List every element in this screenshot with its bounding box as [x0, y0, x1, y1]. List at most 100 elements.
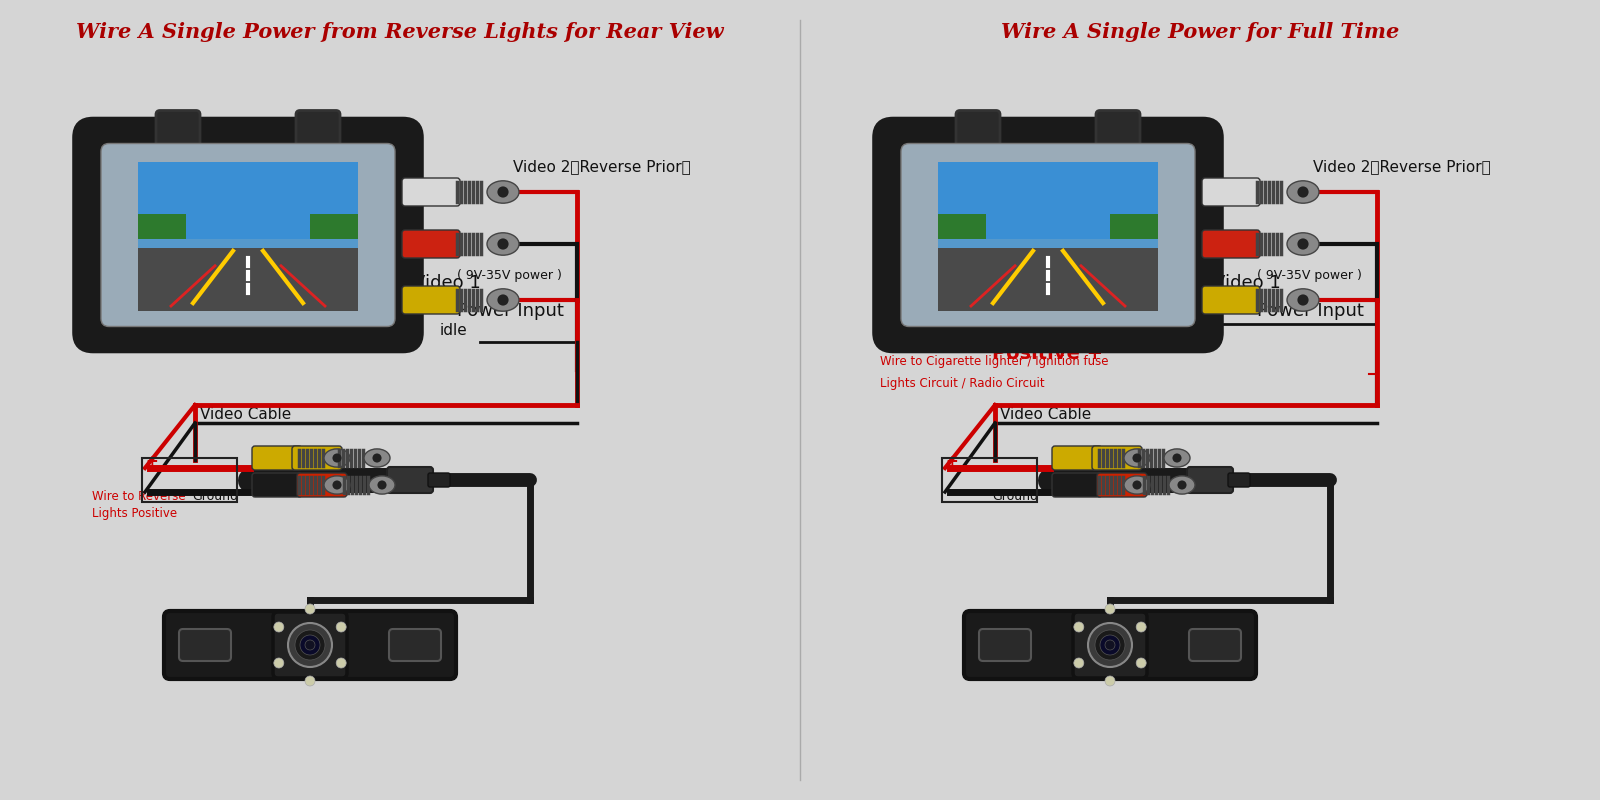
Ellipse shape — [323, 449, 350, 467]
Circle shape — [1101, 635, 1120, 655]
Bar — [1110, 214, 1158, 266]
FancyBboxPatch shape — [1202, 178, 1261, 206]
Circle shape — [301, 635, 320, 655]
Ellipse shape — [486, 289, 518, 311]
Circle shape — [1088, 623, 1133, 667]
Text: Video 1: Video 1 — [1213, 274, 1280, 292]
Ellipse shape — [1286, 233, 1318, 255]
FancyBboxPatch shape — [429, 473, 450, 487]
Text: ( 9V-35V power ): ( 9V-35V power ) — [458, 269, 562, 282]
Bar — [138, 239, 358, 248]
Bar — [138, 162, 358, 248]
Ellipse shape — [1286, 181, 1318, 203]
FancyBboxPatch shape — [157, 110, 200, 146]
FancyBboxPatch shape — [901, 143, 1195, 326]
Text: +: + — [146, 454, 158, 469]
Circle shape — [1094, 630, 1125, 660]
Ellipse shape — [498, 294, 509, 306]
Text: Wire A Single Power from Reverse Lights for Rear View: Wire A Single Power from Reverse Lights … — [77, 22, 723, 42]
FancyBboxPatch shape — [291, 446, 342, 470]
FancyBboxPatch shape — [298, 473, 347, 497]
Ellipse shape — [1165, 449, 1190, 467]
Ellipse shape — [486, 233, 518, 255]
Ellipse shape — [1123, 476, 1150, 494]
FancyBboxPatch shape — [979, 629, 1030, 661]
Circle shape — [1106, 676, 1115, 686]
FancyBboxPatch shape — [296, 110, 339, 146]
Text: Ground: Ground — [992, 490, 1038, 503]
Bar — [938, 214, 986, 266]
Ellipse shape — [1123, 449, 1150, 467]
Bar — [142, 458, 237, 502]
Text: Video 1: Video 1 — [413, 274, 480, 292]
Text: Power Input: Power Input — [458, 302, 563, 320]
Ellipse shape — [1173, 454, 1181, 462]
Bar — [138, 239, 358, 310]
FancyBboxPatch shape — [1096, 110, 1139, 146]
Ellipse shape — [378, 481, 387, 490]
Text: ground -: ground - — [1010, 300, 1086, 318]
FancyBboxPatch shape — [387, 467, 434, 493]
Circle shape — [1136, 622, 1146, 632]
Circle shape — [1074, 622, 1083, 632]
Circle shape — [306, 640, 315, 650]
Text: idle: idle — [440, 323, 467, 338]
Ellipse shape — [1298, 294, 1309, 306]
Circle shape — [288, 623, 333, 667]
Bar — [938, 239, 1158, 248]
Ellipse shape — [1298, 238, 1309, 250]
Ellipse shape — [1298, 186, 1309, 198]
Ellipse shape — [1170, 476, 1195, 494]
Ellipse shape — [333, 481, 341, 490]
Ellipse shape — [323, 476, 350, 494]
FancyBboxPatch shape — [165, 611, 456, 679]
Circle shape — [274, 622, 283, 632]
Ellipse shape — [365, 449, 390, 467]
FancyBboxPatch shape — [253, 473, 302, 497]
FancyBboxPatch shape — [1202, 230, 1261, 258]
Text: Video Cable: Video Cable — [1000, 407, 1091, 422]
Bar — [138, 214, 186, 266]
Circle shape — [336, 622, 346, 632]
FancyBboxPatch shape — [75, 119, 421, 350]
FancyBboxPatch shape — [1229, 473, 1250, 487]
Text: Ground: Ground — [192, 490, 238, 503]
FancyBboxPatch shape — [957, 110, 1000, 146]
FancyBboxPatch shape — [402, 178, 461, 206]
Text: Wire to Reverse
Lights Positive: Wire to Reverse Lights Positive — [93, 490, 186, 520]
Text: Video 2（Reverse Prior）: Video 2（Reverse Prior） — [514, 159, 691, 174]
Bar — [938, 162, 1158, 248]
Ellipse shape — [486, 181, 518, 203]
FancyBboxPatch shape — [875, 119, 1221, 350]
FancyBboxPatch shape — [389, 629, 442, 661]
Ellipse shape — [1133, 481, 1141, 490]
FancyBboxPatch shape — [1189, 629, 1242, 661]
FancyBboxPatch shape — [274, 612, 347, 678]
Text: ( 9V-35V power ): ( 9V-35V power ) — [1258, 269, 1362, 282]
FancyBboxPatch shape — [1202, 286, 1261, 314]
Text: Power Input: Power Input — [1258, 302, 1363, 320]
Circle shape — [1074, 658, 1083, 668]
FancyBboxPatch shape — [1098, 473, 1147, 497]
Circle shape — [306, 676, 315, 686]
Bar — [310, 214, 358, 266]
Text: Wire to Cigarette lighter / Ignition fuse: Wire to Cigarette lighter / Ignition fus… — [880, 355, 1109, 368]
Circle shape — [1136, 658, 1146, 668]
Text: Lights Circuit / Radio Circuit: Lights Circuit / Radio Circuit — [880, 377, 1045, 390]
Ellipse shape — [1178, 481, 1187, 490]
FancyBboxPatch shape — [1053, 473, 1102, 497]
Text: Wire A Single Power for Full Time: Wire A Single Power for Full Time — [1002, 22, 1398, 42]
Ellipse shape — [333, 454, 341, 462]
Ellipse shape — [1133, 454, 1141, 462]
Text: Video 2（Reverse Prior）: Video 2（Reverse Prior） — [1314, 159, 1491, 174]
FancyBboxPatch shape — [402, 286, 461, 314]
FancyBboxPatch shape — [963, 611, 1256, 679]
Text: +: + — [946, 454, 958, 469]
Ellipse shape — [498, 186, 509, 198]
Bar — [938, 239, 1158, 310]
Ellipse shape — [373, 454, 381, 462]
FancyBboxPatch shape — [1074, 612, 1147, 678]
Ellipse shape — [370, 476, 395, 494]
Circle shape — [336, 658, 346, 668]
Circle shape — [306, 604, 315, 614]
